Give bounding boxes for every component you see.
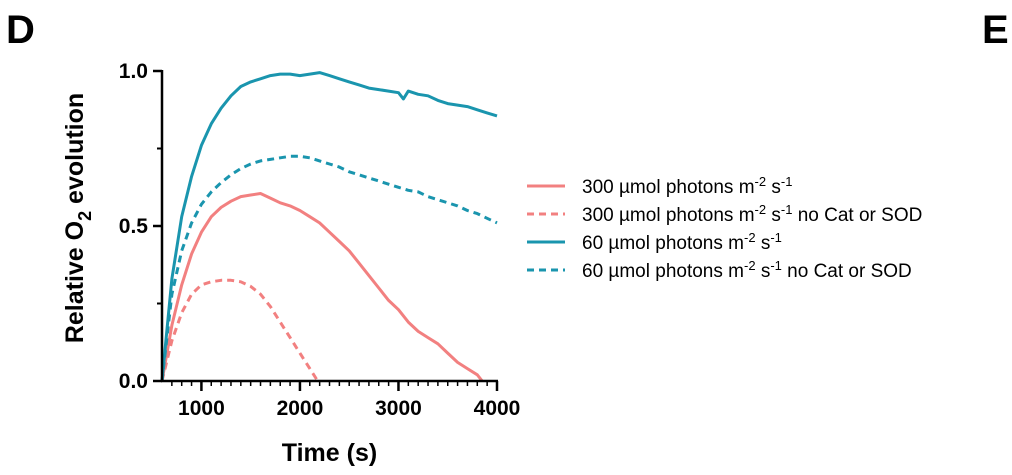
- legend-label-4: 60 µmol photons m-2 s-1 no Cat or SOD: [582, 258, 912, 283]
- x-tick-label: 1000: [178, 397, 225, 420]
- panel-label-e: E: [982, 8, 1009, 52]
- y-tick-label: 0.5: [119, 215, 149, 238]
- axes-layer: 0.0 0.5 1.0 1000 2000 3000 4000 Time (s) Relativ…: [61, 60, 520, 467]
- panel-label-d: D: [6, 8, 35, 52]
- legend-label-1: 300 µmol photons m-2 s-1: [582, 174, 792, 199]
- series-line-4: [160, 154, 498, 382]
- y-tick-label: 0.0: [119, 370, 148, 393]
- series-line-3: [160, 71, 498, 382]
- legend-label-2: 300 µmol photons m-2 s-1 no Cat or SOD: [582, 202, 922, 227]
- y-tick-label: 1.0: [119, 60, 148, 83]
- series-line-2: [160, 278, 319, 382]
- y-axis-title: Relative O2 evolution: [61, 93, 95, 343]
- legend-label-3: 60 µmol photons m-2 s-1: [582, 230, 782, 255]
- x-tick-label: 2000: [277, 397, 324, 420]
- legend: 300 µmol photons m-2 s-1 300 µmol photons…: [527, 174, 922, 283]
- x-axis-title: Time (s): [282, 439, 377, 467]
- x-tick-label: 3000: [375, 397, 422, 420]
- series-line-1: [160, 192, 484, 382]
- series-layer: [160, 71, 498, 382]
- x-tick-label: 4000: [474, 397, 521, 420]
